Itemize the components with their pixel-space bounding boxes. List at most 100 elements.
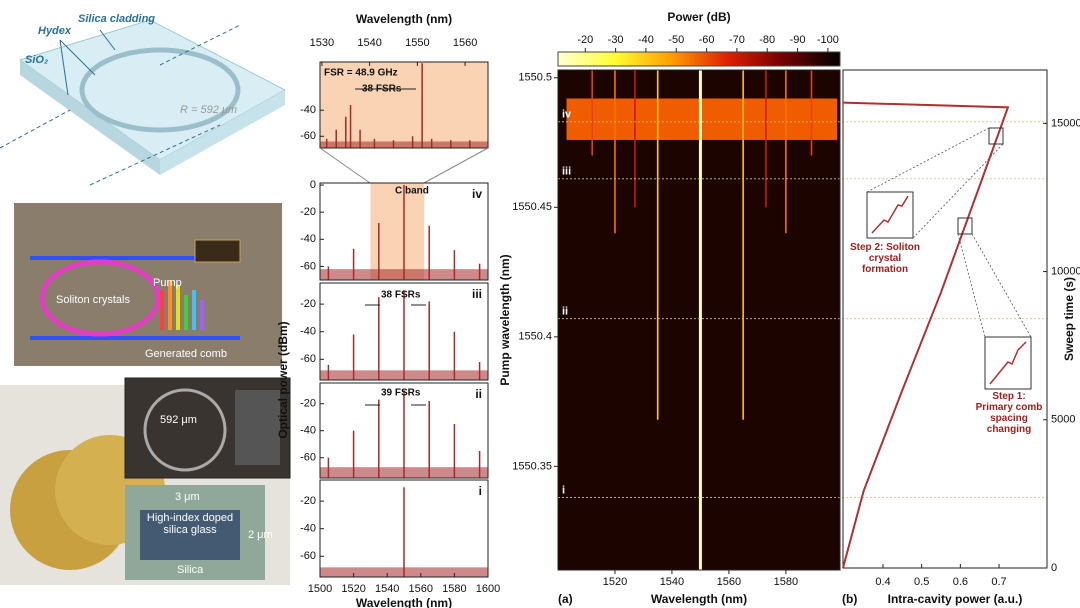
frame <box>557 69 841 571</box>
state-label: i <box>562 484 565 496</box>
callout: Step 1: Primary comb spacing changing <box>976 391 1043 435</box>
zoom-box <box>957 217 973 235</box>
frame <box>842 69 1048 569</box>
callout-line <box>866 127 990 193</box>
y-tick-label: -60 <box>300 550 316 562</box>
silica-label: Silica <box>177 564 204 576</box>
y-tick-label: 0 <box>310 179 316 191</box>
y-tick-label: -40 <box>300 425 316 437</box>
x-tick-label: 1580 <box>774 576 798 588</box>
comb-trace <box>765 70 767 208</box>
colorbar-tick-label: -60 <box>699 34 715 46</box>
comb-trace <box>614 70 616 234</box>
y-tick-label: 1550.45 <box>512 201 552 213</box>
comb-trace <box>698 70 702 570</box>
y-tick-label: -20 <box>300 398 316 410</box>
x-tick-label: 0.4 <box>875 576 890 588</box>
colorbar-tick-label: -20 <box>577 34 593 46</box>
zoom-link <box>319 147 371 184</box>
annotation: C band <box>395 186 429 197</box>
x-tick-label: 1520 <box>341 583 365 595</box>
pump-label: Pump <box>153 277 182 289</box>
y-axis-label: Pump wavelength (nm) <box>498 254 512 385</box>
plot-area <box>320 62 488 148</box>
x-axis-label: Wavelength (nm) <box>356 596 452 608</box>
callout-line <box>957 233 986 338</box>
panel-index: iv <box>472 187 482 201</box>
state-label: ii <box>562 306 568 318</box>
zoom-box <box>988 127 1004 145</box>
ring-label: 592 μm <box>160 414 197 426</box>
x-tick-label: 1580 <box>442 583 466 595</box>
x-axis-label: Intra-cavity power (a.u.) <box>888 592 1023 606</box>
annotation: 38 FSRs <box>381 290 421 301</box>
y-tick-label: -60 <box>300 452 316 464</box>
x-tick-label: 0.7 <box>991 576 1006 588</box>
y-axis-label: Sweep time (s) <box>1062 277 1076 361</box>
colorbar-tick-label: -100 <box>817 34 839 46</box>
sweep-line <box>842 101 1010 569</box>
device-sketch: Hydex Silica cladding SiO₂ R = 592 μm <box>0 13 287 186</box>
colorbar-tick-label: -80 <box>759 34 775 46</box>
annotation: FSR = 48.9 GHz <box>324 68 398 79</box>
callout: Step 2: Soliton crystal formation <box>850 242 920 275</box>
x-tick-label: 1560 <box>409 583 433 595</box>
y-tick-label: -20 <box>300 206 316 218</box>
zoom-link <box>423 147 489 184</box>
annotation: 39 FSRs <box>381 388 421 399</box>
comb-label: Generated comb <box>145 348 227 360</box>
frame <box>319 182 489 281</box>
y-tick-label: 5000 <box>1051 414 1075 426</box>
state-label: iii <box>562 166 571 178</box>
callout-line <box>912 143 1004 239</box>
y-tick-label: -40 <box>300 104 316 116</box>
y-tick-label: -40 <box>300 523 316 535</box>
cladding-label: Silica cladding <box>78 13 155 25</box>
colorbar-tick-label: -50 <box>668 34 684 46</box>
x-tick-label: 1560 <box>453 37 477 49</box>
y-tick-label: -20 <box>300 495 316 507</box>
colorbar-title: Power (dB) <box>667 10 730 24</box>
y-tick-label: 0 <box>1051 562 1057 574</box>
x-tick-label: 1530 <box>310 37 334 49</box>
comb-trace <box>634 70 636 208</box>
state-label: iv <box>562 109 572 121</box>
x-tick-label: 0.6 <box>953 576 968 588</box>
y-tick-label: -40 <box>300 326 316 338</box>
x-tick-label: 1560 <box>717 576 741 588</box>
x-tick-label: 1550 <box>405 37 429 49</box>
y-tick-label: -20 <box>300 298 316 310</box>
callout-line <box>971 233 1032 338</box>
panel-index: i <box>479 484 482 498</box>
x-tick-label: 1540 <box>375 583 399 595</box>
comb-trace <box>656 70 659 420</box>
comb-trace <box>591 70 593 156</box>
x-tick-label: 1500 <box>308 583 332 595</box>
panel-index: ii <box>475 387 482 401</box>
y-tick-label: 1550.5 <box>518 72 552 84</box>
x-tick-label: 1520 <box>603 576 627 588</box>
hydex-label: Hydex <box>38 25 72 37</box>
noise-floor <box>320 141 488 148</box>
panel-label: (a) <box>558 592 573 606</box>
panel-index: iii <box>472 287 482 301</box>
x-tick-label: 1540 <box>660 576 684 588</box>
x-axis-label: Wavelength (nm) <box>651 592 747 606</box>
step-label: Step 2: Soliton crystal formation <box>850 242 920 275</box>
core-label: High-index doped silica glass <box>146 512 234 536</box>
width-label: 3 μm <box>175 491 200 503</box>
y-tick-label: -40 <box>300 233 316 245</box>
y-tick-label: 1550.35 <box>512 460 552 472</box>
inset-curve <box>989 341 1027 385</box>
y-tick-label: 1550.4 <box>518 331 552 343</box>
x-tick-label: 1600 <box>476 583 500 595</box>
height-label: 2 μm <box>248 529 273 541</box>
y-tick-label: -60 <box>300 130 316 142</box>
radius-label: R = 592 μm <box>180 104 237 116</box>
device-photo: 592 μm 3 μm 2 μm High-index doped silica… <box>0 377 291 585</box>
sio2-label: SiO₂ <box>25 54 48 66</box>
y-tick-label: 15000 <box>1051 117 1080 129</box>
frame <box>319 61 489 149</box>
soliton-illustration: Soliton crystals Pump Generated comb <box>14 203 282 366</box>
